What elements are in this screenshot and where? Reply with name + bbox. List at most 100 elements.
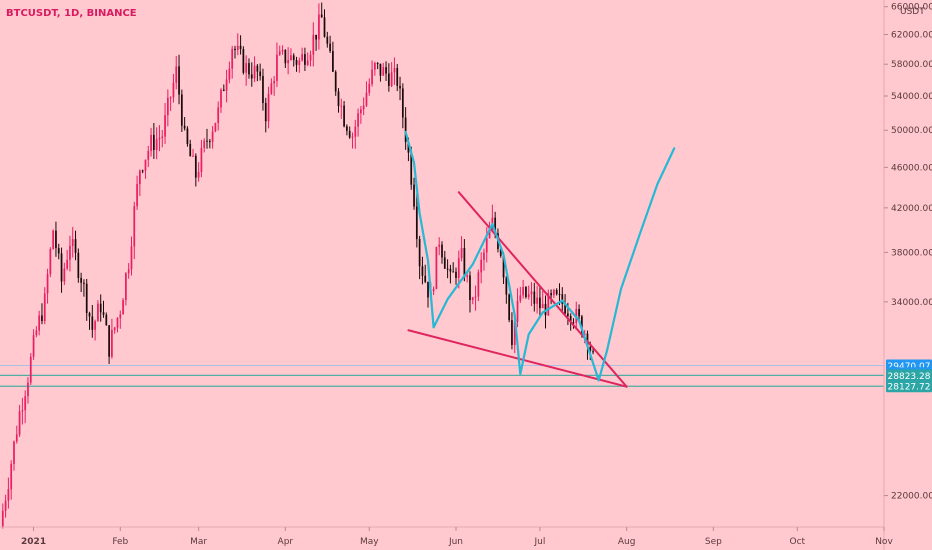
candle-body bbox=[270, 83, 273, 94]
candle-body bbox=[222, 89, 225, 91]
candle-body bbox=[7, 489, 10, 501]
candle-body bbox=[407, 142, 410, 153]
candle-body bbox=[150, 134, 152, 151]
candle-body bbox=[41, 315, 43, 322]
candle-body bbox=[292, 55, 295, 61]
candle-body bbox=[561, 294, 564, 304]
candle-body bbox=[208, 141, 211, 143]
candle-body bbox=[21, 410, 24, 412]
candle-body bbox=[326, 36, 329, 44]
candle-body bbox=[449, 268, 452, 272]
candle-body bbox=[71, 239, 74, 246]
candle-body bbox=[460, 247, 463, 259]
candle-body bbox=[522, 286, 524, 296]
candle-body bbox=[337, 91, 340, 106]
candle-body bbox=[502, 255, 505, 278]
candle-body bbox=[446, 268, 449, 270]
candle-body bbox=[483, 252, 485, 260]
time-tick-label: Apr bbox=[278, 537, 294, 547]
price-tag-box bbox=[886, 380, 932, 393]
candle-body bbox=[197, 171, 200, 178]
candle-body bbox=[443, 257, 446, 269]
candle-body bbox=[578, 309, 580, 317]
price-tick-label: 66000.00 bbox=[891, 3, 932, 13]
candle-body bbox=[127, 269, 130, 274]
candle-body bbox=[399, 85, 401, 89]
candle-body bbox=[108, 325, 110, 357]
candle-body bbox=[432, 288, 435, 292]
time-tick-label: Nov bbox=[875, 537, 893, 547]
candle-body bbox=[66, 259, 69, 269]
candle-body bbox=[236, 45, 239, 51]
candle-body bbox=[298, 60, 301, 65]
time-axis[interactable]: 2021 Feb Mar Apr May Jun Jul Aug Sep Oct Nov bbox=[21, 527, 893, 547]
time-tick-label: Feb bbox=[112, 537, 128, 547]
candle-body bbox=[102, 312, 105, 315]
candle-body bbox=[424, 275, 427, 282]
candle-body bbox=[29, 356, 32, 383]
candle-body bbox=[38, 315, 41, 331]
symbol-title[interactable]: BTCUSDT, 1D, BINANCE bbox=[6, 8, 137, 19]
candle-body bbox=[250, 74, 253, 79]
time-tick-label: Sep bbox=[705, 537, 722, 547]
candle-body bbox=[329, 43, 331, 52]
candle-body bbox=[527, 294, 530, 298]
price-axis[interactable]: 22000.00 34000.00 38000.00 42000.00 46000.00… bbox=[884, 3, 932, 502]
candle-body bbox=[189, 144, 192, 157]
candle-body bbox=[194, 155, 197, 178]
candle-body bbox=[379, 63, 382, 76]
candle-body bbox=[259, 71, 262, 77]
candle-body bbox=[169, 97, 172, 99]
candle-body bbox=[220, 89, 222, 108]
candle-body bbox=[27, 382, 29, 397]
candle-body bbox=[15, 434, 18, 442]
candle-body bbox=[505, 277, 508, 295]
support-trendline bbox=[407, 329, 628, 388]
candle-body bbox=[273, 80, 276, 84]
candle-body bbox=[550, 293, 552, 296]
projection-path bbox=[404, 130, 676, 382]
candle-body bbox=[262, 76, 264, 103]
price-tick-label: 46000.00 bbox=[891, 163, 932, 173]
candle-body bbox=[13, 441, 15, 464]
candle-body bbox=[315, 34, 317, 40]
candle-body bbox=[63, 268, 66, 282]
candle-body bbox=[362, 105, 365, 110]
candle-body bbox=[438, 244, 441, 247]
candle-body bbox=[186, 128, 189, 145]
candle-body bbox=[91, 316, 94, 330]
candle-body bbox=[206, 140, 208, 142]
candle-body bbox=[88, 312, 91, 317]
candle-body bbox=[499, 249, 502, 256]
candle-body bbox=[455, 271, 457, 278]
candle-body bbox=[567, 313, 569, 317]
candle-body bbox=[511, 320, 513, 345]
candle-body bbox=[393, 67, 396, 73]
horizontal-levels bbox=[0, 364, 884, 387]
candle-body bbox=[161, 136, 164, 138]
time-tick-label: 2021 bbox=[21, 537, 46, 547]
candle-body bbox=[474, 296, 477, 298]
candle-body bbox=[564, 303, 566, 314]
price-tag-label: 28823.28 bbox=[888, 372, 931, 382]
candle-body bbox=[525, 286, 527, 298]
candle-body bbox=[234, 48, 236, 51]
candle-body bbox=[214, 123, 217, 132]
candle-body bbox=[553, 290, 555, 296]
candle-body bbox=[373, 62, 376, 70]
candle-body bbox=[69, 245, 71, 260]
candle-body bbox=[519, 295, 522, 301]
candle-body bbox=[97, 303, 99, 322]
candle-body bbox=[536, 297, 538, 304]
candle-body bbox=[401, 88, 404, 118]
candle-body bbox=[24, 396, 27, 411]
candle-body bbox=[471, 297, 474, 301]
time-tick-label: May bbox=[360, 537, 379, 547]
candle-body bbox=[83, 282, 85, 284]
candle-body bbox=[318, 14, 320, 40]
candle-body bbox=[175, 66, 178, 83]
candle-body bbox=[158, 137, 161, 140]
candle-body bbox=[55, 230, 57, 249]
candle-body bbox=[332, 51, 334, 72]
